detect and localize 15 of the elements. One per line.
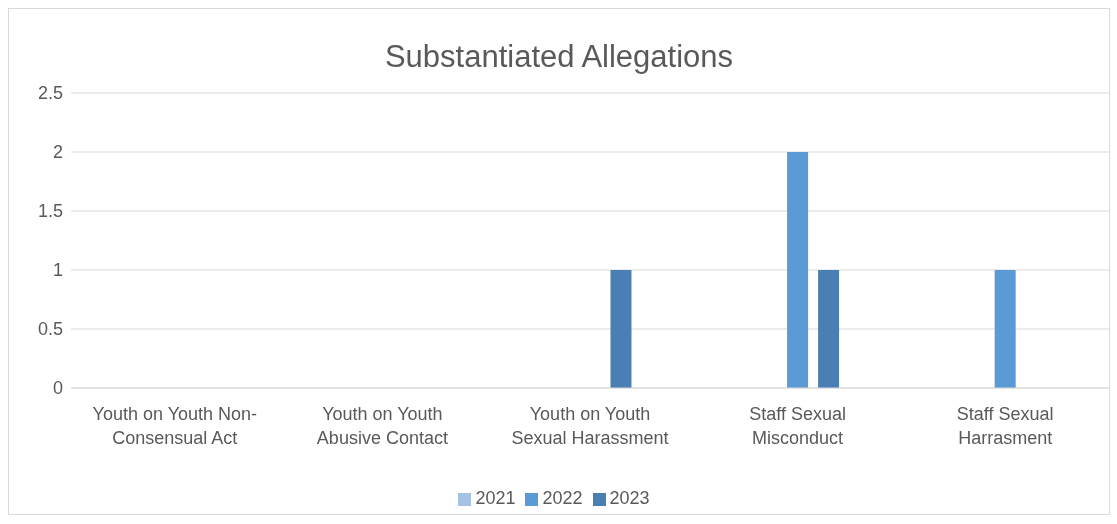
legend-label: 2022: [542, 488, 583, 508]
chart-title: Substantiated Allegations: [383, 39, 735, 75]
x-tick-label: Staff Sexual Harrasment: [956, 404, 1054, 448]
x-tick-label: Youth on Youth Non-Consensual Act: [92, 404, 258, 448]
y-tick-label: 2.5: [37, 83, 63, 104]
y-tick-label: 1: [52, 260, 63, 281]
x-tick-label: Youth on Youth Abusive Contact: [316, 404, 448, 448]
x-tick-label: Youth on Youth Sexual Harassment: [511, 404, 669, 448]
x-tick-label: Staff Sexual Misconduct: [749, 404, 846, 448]
y-tick-label: 2: [52, 142, 63, 163]
y-tick-label: 0: [52, 378, 63, 399]
y-tick-label: 1.5: [37, 201, 63, 222]
y-tick-label: 0.5: [37, 319, 63, 340]
legend-label: 2021: [475, 488, 516, 508]
legend-label: 2023: [609, 488, 650, 508]
